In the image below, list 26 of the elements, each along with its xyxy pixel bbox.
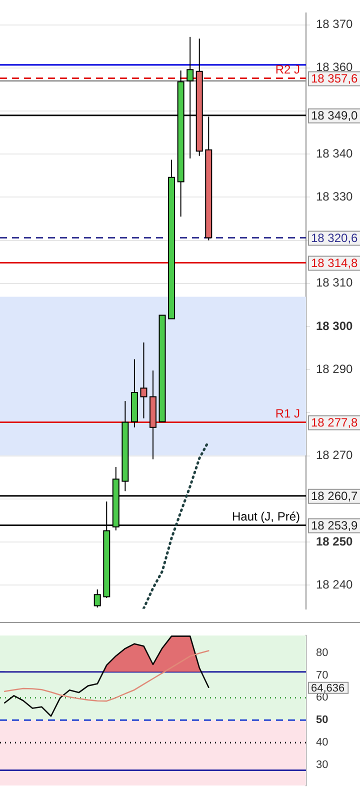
text: 64,636: [311, 682, 345, 694]
y-tick-label: 18 300: [316, 318, 354, 333]
y-tick-label: 18 250: [316, 534, 354, 548]
y-tick-label: 50: [316, 714, 328, 726]
y-tick-label: 18 360: [316, 60, 354, 74]
annotation: Haut (J, Pré): [232, 510, 300, 524]
y-tick-label: 40: [316, 736, 328, 749]
ref-line-label: 18 349,0: [311, 108, 358, 123]
ref-line-label: 18 253,9: [311, 518, 358, 533]
y-tick-label: 18 290: [316, 362, 354, 376]
y-tick-label: 18 330: [316, 190, 354, 204]
annotation: R2 J: [275, 62, 300, 77]
y-tick-label: 18 240: [316, 577, 354, 592]
ref-line-label: 18 320,6: [311, 231, 358, 246]
ref-line-label: 18 314,8: [311, 256, 358, 270]
annotation: R1 J: [275, 406, 300, 421]
ref-line-label: 18 277,8: [311, 416, 358, 430]
ref-line-label: 18 357,6: [311, 72, 358, 86]
y-tick-label: 18 310: [316, 276, 354, 290]
y-tick-label: 30: [316, 759, 328, 772]
y-tick-label: 18 270: [316, 448, 354, 462]
y-tick-label: 18 370: [316, 17, 354, 32]
y-tick-label: 80: [316, 646, 328, 659]
y-tick-label: 70: [316, 669, 328, 682]
ref-line-label: 18 260,7: [311, 489, 358, 504]
y-tick-label: 18 340: [316, 146, 354, 160]
